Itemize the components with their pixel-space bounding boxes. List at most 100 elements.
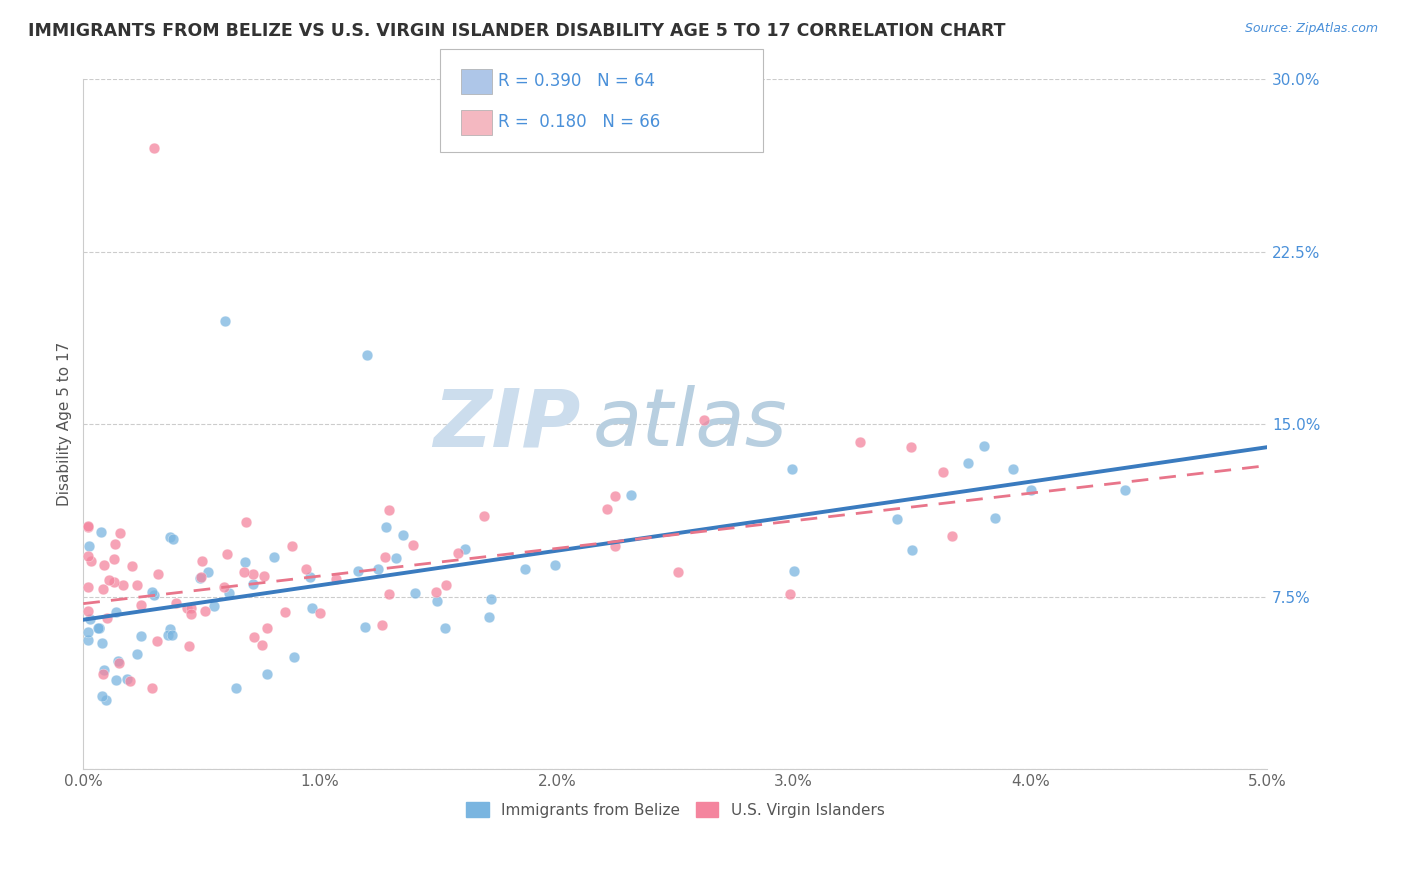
Point	[378, 503, 401, 517]
Point	[91, 636, 114, 650]
Point	[983, 511, 1005, 525]
Point	[375, 520, 398, 534]
Point	[354, 620, 377, 634]
Point	[253, 569, 276, 583]
Point	[941, 529, 963, 543]
Point	[973, 438, 995, 452]
Point	[89, 621, 111, 635]
Point	[125, 647, 148, 661]
Point	[159, 530, 181, 544]
Point	[190, 570, 212, 584]
Point	[434, 578, 457, 592]
Point	[309, 606, 332, 620]
Point	[142, 588, 165, 602]
Point	[191, 554, 214, 568]
Point	[274, 605, 297, 619]
Point	[385, 551, 408, 566]
Point	[162, 533, 184, 547]
Point	[1001, 462, 1024, 476]
Point	[141, 585, 163, 599]
Point	[160, 627, 183, 641]
Point	[543, 558, 565, 573]
Point	[77, 580, 100, 594]
Point	[103, 574, 125, 589]
Point	[901, 542, 924, 557]
Point	[180, 607, 202, 622]
Point	[108, 656, 131, 670]
Point	[121, 558, 143, 573]
Point	[79, 612, 101, 626]
Point	[202, 599, 225, 613]
Point	[605, 489, 627, 503]
Point	[263, 549, 285, 564]
Point	[401, 538, 423, 552]
Point	[301, 600, 323, 615]
Point	[454, 541, 477, 556]
Point	[159, 622, 181, 636]
Text: R =  0.180   N = 66: R = 0.180 N = 66	[498, 113, 659, 131]
Point	[281, 539, 304, 553]
Point	[145, 633, 167, 648]
Point	[250, 638, 273, 652]
Point	[80, 554, 103, 568]
Point	[931, 465, 953, 479]
Point	[91, 582, 114, 597]
Point	[433, 621, 456, 635]
Point	[666, 565, 689, 579]
Point	[214, 313, 236, 327]
Point	[391, 528, 413, 542]
Text: Source: ZipAtlas.com: Source: ZipAtlas.com	[1244, 22, 1378, 36]
Point	[179, 639, 201, 653]
Point	[127, 578, 149, 592]
Point	[93, 558, 115, 572]
Point	[849, 434, 872, 449]
Point	[779, 587, 801, 601]
Point	[886, 512, 908, 526]
Point	[103, 552, 125, 566]
Point	[129, 629, 152, 643]
Point	[89, 621, 111, 635]
Point	[620, 488, 643, 502]
Point	[347, 564, 370, 578]
Y-axis label: Disability Age 5 to 17: Disability Age 5 to 17	[58, 342, 72, 507]
Point	[605, 539, 627, 553]
Point	[596, 501, 619, 516]
Point	[478, 609, 501, 624]
Point	[180, 601, 202, 615]
Point	[194, 605, 217, 619]
Point	[900, 440, 922, 454]
Point	[143, 141, 166, 155]
Point	[108, 525, 131, 540]
Point	[256, 667, 278, 681]
Point	[479, 591, 502, 606]
Text: atlas: atlas	[592, 385, 787, 463]
Point	[141, 681, 163, 695]
Point	[425, 585, 447, 599]
Point	[233, 555, 256, 569]
Point	[218, 586, 240, 600]
Point	[298, 570, 321, 584]
Point	[692, 412, 714, 426]
Point	[214, 580, 236, 594]
Point	[115, 672, 138, 686]
Point	[146, 567, 169, 582]
Point	[356, 348, 378, 362]
Point	[176, 601, 198, 615]
Point	[256, 622, 278, 636]
Point	[91, 666, 114, 681]
Point	[96, 611, 118, 625]
Point	[325, 572, 347, 586]
Point	[90, 524, 112, 539]
Point	[782, 462, 804, 476]
Point	[367, 562, 389, 576]
Point	[783, 564, 806, 578]
Point	[77, 549, 100, 564]
Point	[97, 573, 120, 587]
Point	[77, 604, 100, 618]
Text: IMMIGRANTS FROM BELIZE VS U.S. VIRGIN ISLANDER DISABILITY AGE 5 TO 17 CORRELATIO: IMMIGRANTS FROM BELIZE VS U.S. VIRGIN IS…	[28, 22, 1005, 40]
Point	[77, 519, 100, 533]
Point	[77, 520, 100, 534]
Point	[447, 546, 470, 560]
Point	[120, 674, 142, 689]
Point	[91, 690, 114, 704]
